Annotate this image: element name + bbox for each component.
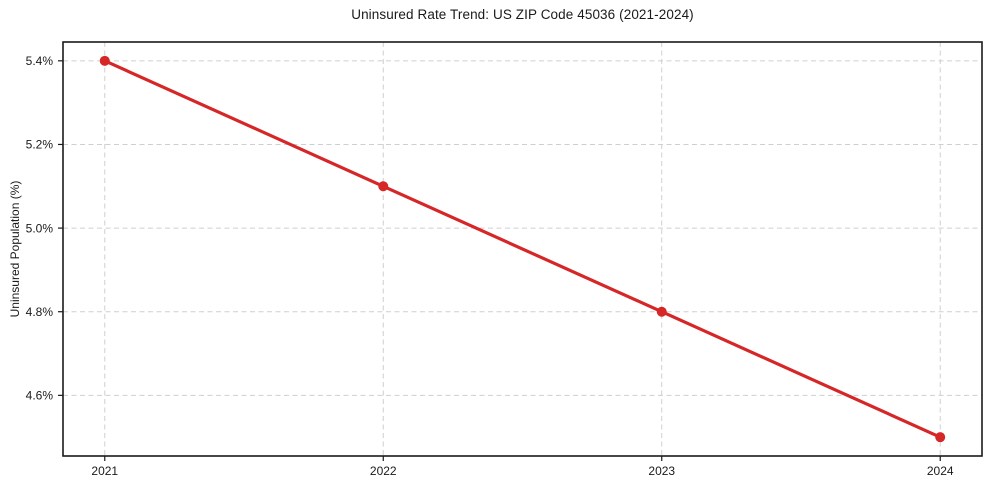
data-point-2023 — [656, 306, 667, 317]
y-tick-label: 4.8% — [26, 305, 54, 319]
y-tick-label: 4.6% — [26, 389, 54, 403]
x-tick-label: 2024 — [927, 464, 954, 478]
x-tick-label: 2023 — [648, 464, 675, 478]
data-point-2024 — [935, 432, 946, 443]
data-point-2021 — [99, 55, 110, 66]
data-point-2022 — [378, 181, 389, 192]
x-tick-labels: 2021 2022 2023 2024 — [91, 464, 953, 478]
y-tick-label: 5.0% — [26, 221, 54, 235]
gridlines — [63, 42, 982, 456]
x-tick-label: 2021 — [91, 464, 118, 478]
x-tick-label: 2022 — [370, 464, 397, 478]
y-axis-label: Uninsured Population (%) — [8, 180, 22, 318]
axis-ticks — [58, 60, 941, 461]
data-points — [99, 55, 946, 443]
chart-title: Uninsured Rate Trend: US ZIP Code 45036 … — [351, 7, 694, 22]
trend-line — [103, 59, 942, 439]
y-tick-label: 5.4% — [26, 54, 54, 68]
y-tick-labels: 4.6% 4.8% 5.0% 5.2% 5.4% — [26, 54, 54, 403]
plot-frame — [62, 41, 983, 457]
y-tick-label: 5.2% — [26, 138, 54, 152]
